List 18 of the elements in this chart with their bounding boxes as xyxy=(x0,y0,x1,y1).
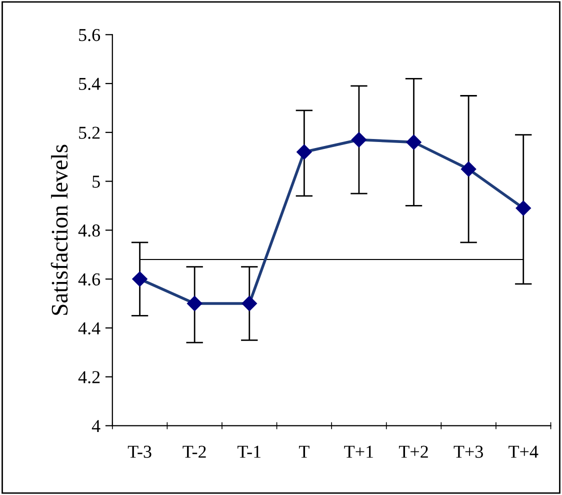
x-tick-label: T+4 xyxy=(508,446,538,458)
y-tick-label: 4.2 xyxy=(78,371,100,384)
x-tick-label: T+2 xyxy=(398,446,428,458)
x-tick-label: T-1 xyxy=(238,446,261,458)
y-tick-label: 5 xyxy=(92,176,100,188)
y-axis-title: Satisfaction levels xyxy=(50,144,68,315)
x-tick-label: T-3 xyxy=(128,446,152,458)
x-tick-label: T-2 xyxy=(182,446,206,458)
x-tick-label: T xyxy=(298,446,310,458)
y-tick-label: 4 xyxy=(92,420,100,432)
y-tick-label: 5.4 xyxy=(79,78,100,90)
y-tick-label: 4.4 xyxy=(78,322,100,334)
y-tick-label: 4.6 xyxy=(78,273,100,286)
x-tick-label: T+3 xyxy=(454,446,483,458)
y-tick-label: 5.2 xyxy=(79,126,100,139)
y-tick-label: 5.6 xyxy=(79,28,100,42)
y-tick-label: 4.8 xyxy=(78,224,100,237)
x-tick-label: T+1 xyxy=(344,446,374,458)
